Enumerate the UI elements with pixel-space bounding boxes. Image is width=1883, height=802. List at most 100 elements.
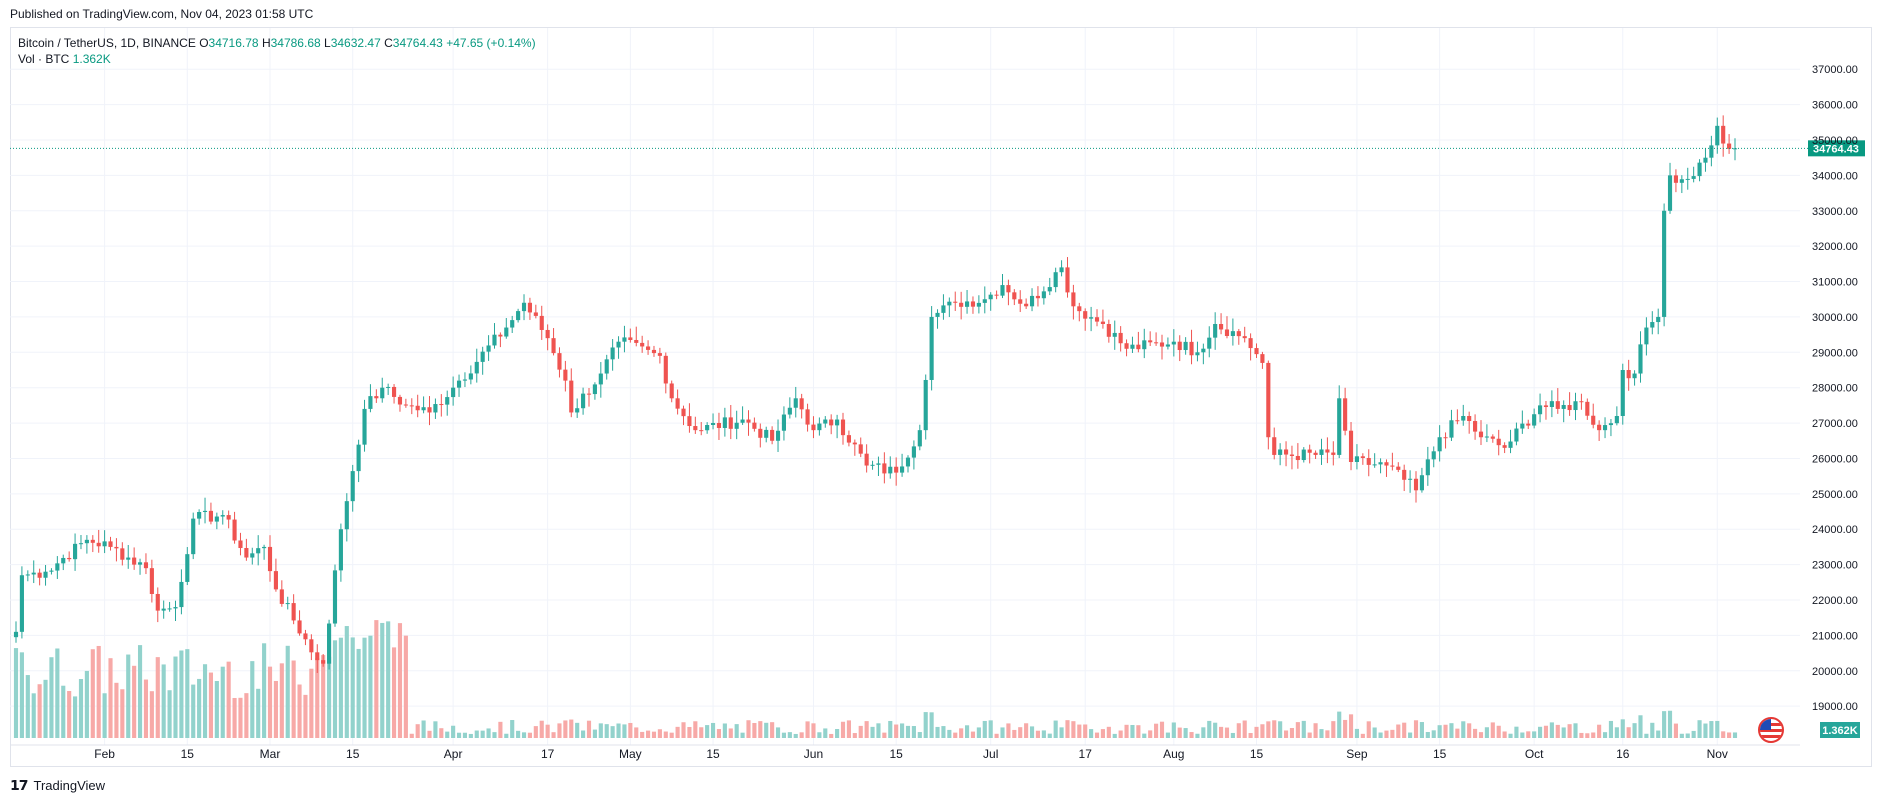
volume-bar bbox=[61, 685, 66, 738]
volume-bar bbox=[710, 722, 716, 738]
candle-body bbox=[397, 396, 403, 405]
candle-body bbox=[267, 546, 273, 572]
candle-body bbox=[250, 553, 255, 558]
volume-bar bbox=[923, 712, 928, 738]
candle-body bbox=[1667, 175, 1673, 211]
candle-body bbox=[321, 660, 326, 664]
volume-bar bbox=[1201, 727, 1206, 738]
candle-body bbox=[1402, 469, 1407, 480]
volume-bar bbox=[126, 654, 131, 738]
volume-bar bbox=[864, 721, 869, 738]
volume-bar bbox=[409, 733, 414, 738]
candle-body bbox=[1254, 348, 1259, 355]
candle-body bbox=[1242, 336, 1247, 339]
candle-body bbox=[451, 387, 456, 398]
candle-body bbox=[456, 380, 462, 388]
volume-bar bbox=[1195, 733, 1200, 738]
volume-bar bbox=[108, 658, 113, 738]
volume-bar bbox=[870, 726, 875, 738]
x-tick-label: 16 bbox=[1616, 747, 1630, 761]
candle-body bbox=[811, 424, 816, 431]
candle-body bbox=[273, 571, 278, 590]
volume-bar bbox=[622, 724, 627, 738]
candle-body bbox=[693, 426, 698, 431]
volume-bar bbox=[1219, 726, 1224, 738]
candle-body bbox=[185, 554, 190, 582]
candle-body bbox=[1608, 423, 1614, 426]
volume-bar bbox=[179, 650, 184, 738]
candle-body bbox=[870, 464, 875, 466]
candle-body bbox=[1331, 452, 1336, 455]
candle-body bbox=[1177, 341, 1182, 351]
candle-body bbox=[1171, 341, 1176, 345]
candle-body bbox=[1183, 341, 1188, 351]
volume-bar bbox=[557, 723, 562, 738]
volume-badge-label: 1.362K bbox=[1822, 725, 1858, 737]
volume-bar bbox=[770, 722, 775, 738]
volume-bar bbox=[575, 722, 580, 738]
volume-bar bbox=[451, 725, 456, 738]
volume-bar bbox=[498, 721, 503, 738]
candle-body bbox=[1041, 291, 1046, 299]
volume-bar bbox=[793, 733, 798, 738]
candle-body bbox=[1248, 338, 1253, 349]
low-label: L bbox=[324, 36, 331, 50]
volume-bars bbox=[13, 620, 1738, 738]
volume-bar bbox=[1213, 722, 1218, 738]
volume-bar bbox=[1697, 720, 1702, 738]
candle-body bbox=[1260, 354, 1265, 363]
volume-bar bbox=[876, 723, 881, 738]
volume-bar bbox=[1094, 732, 1100, 738]
candle-body bbox=[1620, 370, 1625, 416]
candle-body bbox=[498, 334, 503, 337]
volume-bar bbox=[285, 645, 290, 738]
volume-bar bbox=[728, 728, 733, 738]
candle-body bbox=[799, 398, 804, 410]
volume-bar bbox=[805, 721, 810, 738]
candle-body bbox=[315, 652, 320, 661]
volume-bar bbox=[787, 732, 792, 738]
symbol-title: Bitcoin / TetherUS, 1D, BINANCE bbox=[18, 36, 196, 50]
candle-body bbox=[657, 353, 662, 356]
volume-bar bbox=[397, 623, 403, 738]
volume-bar bbox=[161, 664, 166, 738]
volume-bar bbox=[1053, 720, 1058, 738]
volume-bar bbox=[1012, 729, 1017, 738]
volume-bar bbox=[480, 730, 485, 738]
x-tick-label: 15 bbox=[1250, 747, 1264, 761]
volume-bar bbox=[598, 723, 603, 738]
candle-body bbox=[687, 416, 692, 427]
volume-bar bbox=[1667, 710, 1673, 738]
volume-bar bbox=[279, 663, 284, 738]
candle-body bbox=[646, 346, 651, 350]
volume-bar bbox=[244, 693, 249, 738]
candle-body bbox=[805, 409, 810, 425]
volume-bar bbox=[356, 648, 361, 738]
volume-bar bbox=[486, 728, 491, 738]
volume-bar bbox=[1650, 722, 1655, 738]
volume-bar bbox=[775, 727, 781, 738]
candle-body bbox=[132, 557, 137, 565]
volume-bar bbox=[1018, 727, 1023, 738]
volume-bar bbox=[1325, 730, 1330, 738]
x-tick-label: 15 bbox=[181, 747, 195, 761]
volume-bar bbox=[628, 722, 633, 738]
candle-body bbox=[137, 562, 143, 565]
candle-body bbox=[905, 457, 911, 467]
volume-bar bbox=[1000, 727, 1005, 738]
candle-body bbox=[1408, 478, 1413, 480]
candle-body bbox=[575, 408, 580, 413]
volume-bar bbox=[669, 732, 674, 738]
volume-bar bbox=[78, 679, 84, 738]
candle-body bbox=[1295, 455, 1300, 461]
candle-body bbox=[1219, 324, 1224, 330]
volume-bar bbox=[1591, 732, 1596, 738]
volume-bar bbox=[102, 693, 107, 738]
candle-body bbox=[793, 398, 798, 408]
candle-body bbox=[1094, 317, 1100, 322]
volume-bar bbox=[888, 720, 893, 738]
volume-bar bbox=[1532, 731, 1537, 738]
candle-body bbox=[964, 301, 970, 307]
volume-bar bbox=[1508, 733, 1513, 738]
